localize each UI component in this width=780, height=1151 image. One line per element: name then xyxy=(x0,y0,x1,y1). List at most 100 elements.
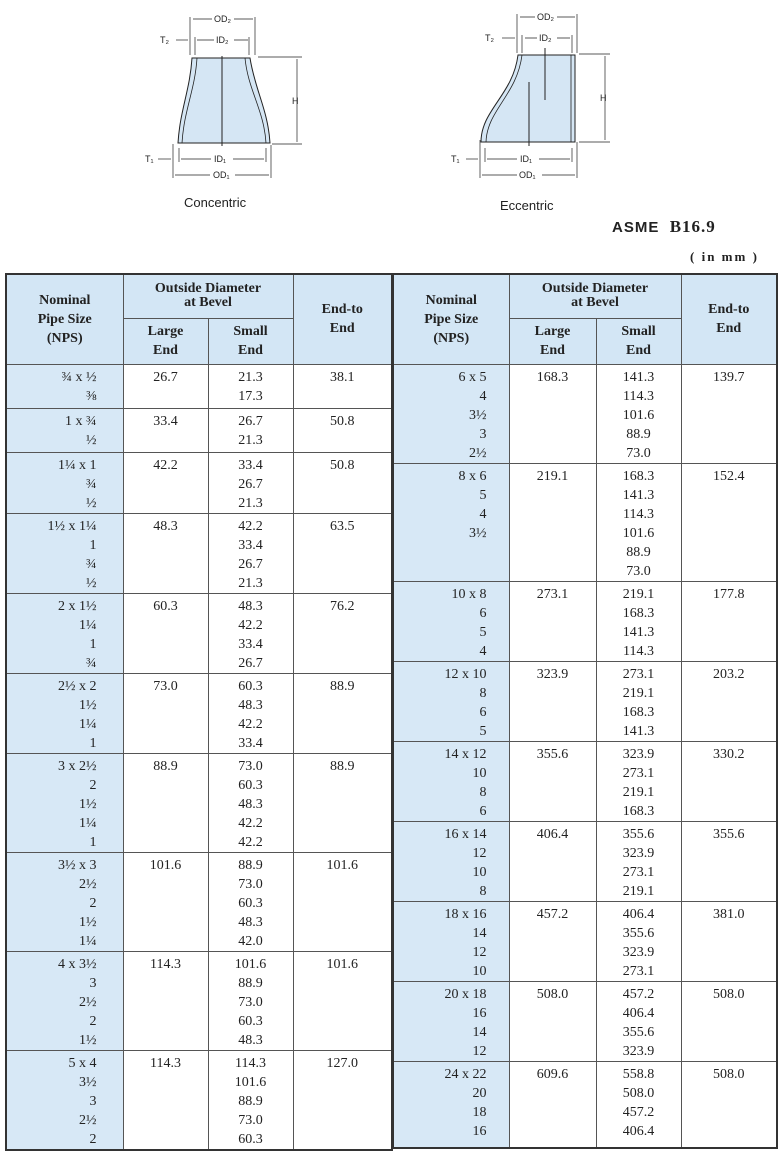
large-end-value: 219.1 xyxy=(536,468,569,484)
end-to-end-cell: 139.7 xyxy=(680,363,778,464)
end-to-end-value: 101.6 xyxy=(326,857,359,873)
nps-value: 3½ xyxy=(469,525,487,541)
end-to-end-value: 63.5 xyxy=(330,518,355,534)
nps-value: 16 xyxy=(472,1123,487,1139)
small-end-cell: 406.4 355.6 323.9 273.1 xyxy=(595,900,682,982)
small-end-value: 273.1 xyxy=(622,765,655,781)
nps-value: 3½ xyxy=(79,1074,97,1090)
small-end-value: 406.4 xyxy=(622,1005,655,1021)
small-end-value: 21.3 xyxy=(238,432,263,448)
nps-cell: 1¼ x 1 ¾ ½ xyxy=(5,451,124,514)
unit-label: ( in mm ) xyxy=(690,249,759,264)
end-to-end-cell: 177.8 xyxy=(680,580,778,662)
end-to-end-cell: 381.0 xyxy=(680,900,778,982)
end-to-end-value: 88.9 xyxy=(330,758,355,774)
end-to-end-cell: 63.5 xyxy=(292,512,393,594)
id2-label: ID₂ xyxy=(216,35,229,45)
small-end-value: 48.3 xyxy=(238,1032,263,1048)
header-text: at Bevel xyxy=(184,295,232,311)
small-end-value: 114.3 xyxy=(623,388,654,404)
small-end-value: 168.3 xyxy=(622,704,655,720)
nps-value: 2½ xyxy=(79,876,97,892)
table-row: 1¼ x 1 ¾ ½ 42.2 33.4 26.7 21.3 50.8 xyxy=(5,451,393,514)
nps-value: 6 x 5 xyxy=(458,369,487,385)
large-end-value: 609.6 xyxy=(536,1066,569,1082)
large-end-cell: 273.1 xyxy=(508,580,597,662)
small-end-value: 21.3 xyxy=(238,575,263,591)
small-end-value: 114.3 xyxy=(623,643,654,659)
small-end-value: 457.2 xyxy=(622,1104,655,1120)
standard-number: B16.9 xyxy=(669,217,716,236)
nps-value: 18 x 16 xyxy=(444,906,487,922)
nps-value: 12 xyxy=(472,845,487,861)
small-end-value: 48.3 xyxy=(238,914,263,930)
t2-label: T₂ xyxy=(160,35,169,45)
table-row: 8 x 6 5 4 3½ 219.1 168.3 141.3 114.3 101.6 88.9… xyxy=(392,462,778,582)
end-to-end-value: 76.2 xyxy=(330,598,355,614)
small-end-value: 323.9 xyxy=(622,845,655,861)
end-to-end-value: 50.8 xyxy=(330,413,355,429)
header-text: Large xyxy=(534,324,571,339)
table-row: 20 x 18 16 14 12 508.0 457.2 406.4 355.6 323.9… xyxy=(392,980,778,1062)
large-end-cell: 355.6 xyxy=(508,740,597,822)
large-end-value: 273.1 xyxy=(536,586,569,602)
concentric-caption: Concentric xyxy=(184,195,247,210)
nps-cell: 1½ x 1¼ 1 ¾ ½ xyxy=(5,512,124,594)
end-to-end-cell: 152.4 xyxy=(680,462,778,582)
header-text: End xyxy=(153,343,178,358)
nps-value: 6 xyxy=(479,803,487,819)
nps-value: 4 x 3½ xyxy=(58,956,97,972)
small-end-value: 101.6 xyxy=(622,525,655,541)
nps-value: ⅜ xyxy=(86,388,97,404)
nps-cell: 6 x 5 4 3½ 3 2½ xyxy=(392,363,510,464)
small-end-value: 17.3 xyxy=(238,388,263,404)
end-to-end-cell: 88.9 xyxy=(292,672,393,754)
small-end-value: 355.6 xyxy=(622,1024,655,1040)
nps-value: 1¼ xyxy=(79,815,97,831)
table-row: 4 x 3½ 3 2½ 2 1½ 114.3 101.6 88.9 73.0 60.3 48.3… xyxy=(5,950,393,1051)
large-end-cell: 323.9 xyxy=(508,660,597,742)
large-end-value: 42.2 xyxy=(153,457,178,473)
nps-value: 1¼ x 1 xyxy=(58,457,97,473)
nps-value: 10 xyxy=(472,864,487,880)
end-to-end-value: 50.8 xyxy=(330,457,355,473)
nps-cell: 5 x 4 3½ 3 2½ 2 xyxy=(5,1049,124,1150)
nps-value: 1½ xyxy=(79,914,97,930)
end-to-end-cell: 355.6 xyxy=(680,820,778,902)
nps-value: 5 xyxy=(479,723,487,739)
nps-value: 5 x 4 xyxy=(68,1055,97,1071)
large-end-cell: 48.3 xyxy=(122,512,209,594)
header-text: End xyxy=(238,343,263,358)
end-to-end-cell: 203.2 xyxy=(680,660,778,742)
nps-value: 1 xyxy=(89,537,97,553)
end-to-end-value: 508.0 xyxy=(713,986,745,1002)
standard-label: ASME B16.9 xyxy=(612,217,716,237)
small-end-value: 33.4 xyxy=(238,735,263,751)
header-text: End xyxy=(329,321,355,337)
nps-value: 1 x ¾ xyxy=(65,413,97,429)
nps-value: 8 xyxy=(479,883,487,899)
h-label: H xyxy=(292,96,299,106)
small-end-value: 406.4 xyxy=(622,1123,655,1139)
small-end-value: 88.9 xyxy=(626,426,651,442)
large-end-value: 33.4 xyxy=(153,413,178,429)
end-to-end-header: End-to End xyxy=(292,273,393,365)
od1-label: OD₁ xyxy=(519,170,536,180)
standard-prefix: ASME xyxy=(612,219,660,236)
nps-value: 3 xyxy=(479,426,487,442)
large-end-value: 73.0 xyxy=(153,678,178,694)
nps-value: 2 xyxy=(89,895,97,911)
end-to-end-value: 203.2 xyxy=(713,666,745,682)
nps-value: 24 x 22 xyxy=(444,1066,487,1082)
small-end-value: 355.6 xyxy=(622,925,655,941)
large-end-cell: 88.9 xyxy=(122,752,209,853)
subheader-row: Large End Small End xyxy=(393,317,777,365)
large-end-cell: 114.3 xyxy=(122,1049,209,1150)
reducer-dimensions-table-right: Nominal Pipe Size (NPS) Outside Diameter at… xyxy=(392,273,778,1149)
large-end-value: 355.6 xyxy=(536,746,569,762)
nps-value: ½ xyxy=(86,495,97,511)
nps-value: 1 xyxy=(89,834,97,850)
small-end-value: 48.3 xyxy=(238,598,263,614)
small-end-value: 42.2 xyxy=(238,617,263,633)
end-to-end-cell: 50.8 xyxy=(292,451,393,514)
